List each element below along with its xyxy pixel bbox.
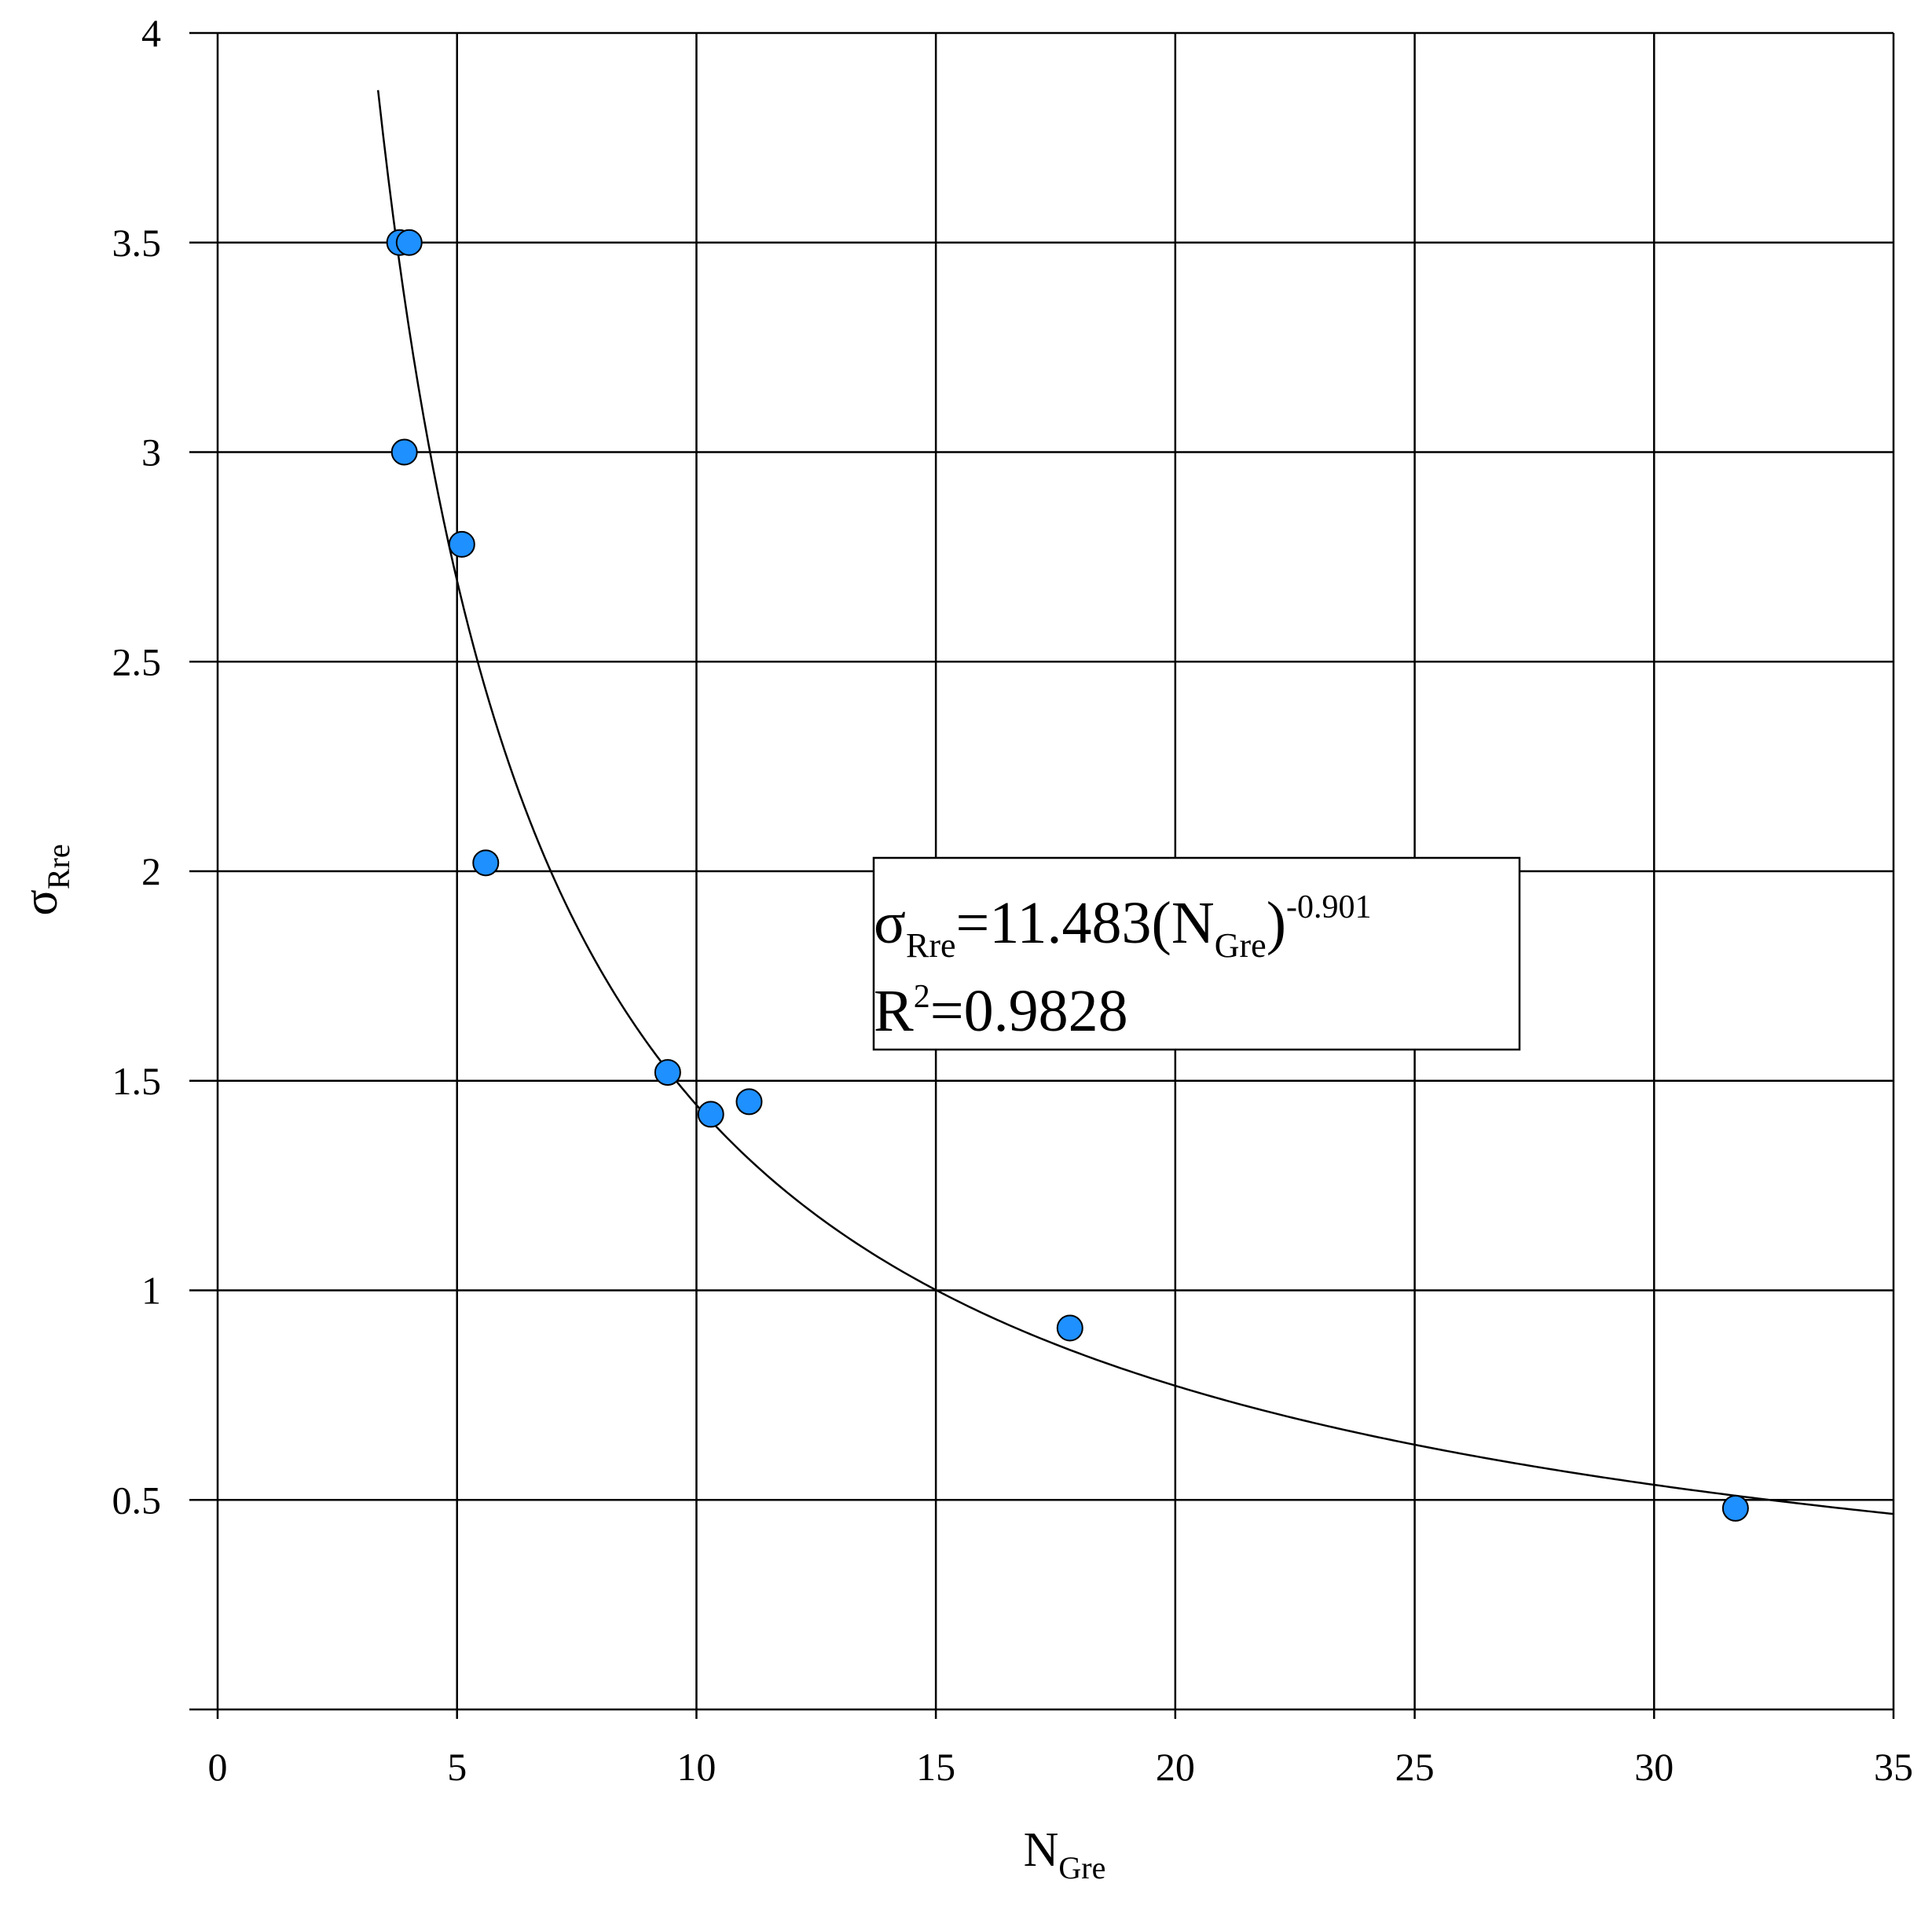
r-squared: R2=0.9828 (874, 978, 1128, 1044)
y-tick-label: 4 (141, 11, 161, 55)
y-tick-label: 0.5 (112, 1478, 162, 1522)
x-tick-label: 25 (1395, 1745, 1435, 1789)
y-tick-label: 2 (141, 849, 161, 893)
data-point (1056, 1314, 1083, 1342)
data-point (654, 1059, 681, 1086)
data-point (395, 229, 423, 256)
data-point (735, 1088, 763, 1116)
x-tick-label: 35 (1874, 1745, 1913, 1789)
grid (189, 31, 1895, 1719)
y-tick-label: 2.5 (112, 639, 162, 683)
annotation-box: σRre=11.483(NGre)-0.901 R2=0.9828 (872, 856, 1521, 1051)
power-fit-curve (376, 90, 1894, 1515)
y-tick-labels: 0.5 1 1.5 2 2.5 3 3.5 4 (112, 11, 162, 1522)
y-axis-title: σRre (14, 844, 76, 915)
fit-equation: σRre=11.483(NGre)-0.901 (874, 889, 1372, 965)
x-tick-label: 5 (447, 1745, 467, 1789)
annotation-frame (872, 856, 1521, 1051)
x-tick-label: 0 (208, 1745, 228, 1789)
x-tick-label: 30 (1634, 1745, 1674, 1789)
y-tick-label: 3 (141, 431, 161, 475)
y-tick-label: 1.5 (112, 1059, 162, 1103)
y-tick-label: 1 (141, 1269, 161, 1313)
x-tick-label: 15 (916, 1745, 955, 1789)
x-tick-label: 20 (1156, 1745, 1195, 1789)
x-tick-label: 10 (676, 1745, 716, 1789)
x-axis-title: NGre (1024, 1823, 1106, 1885)
data-point (1721, 1494, 1749, 1522)
x-tick-labels: 0 5 10 15 20 25 30 35 (208, 1745, 1914, 1789)
data-point (448, 530, 475, 558)
data-points (386, 229, 1749, 1522)
y-tick-label: 3.5 (112, 221, 162, 265)
data-point (472, 849, 500, 877)
data-point (697, 1101, 724, 1128)
data-point (390, 438, 418, 466)
